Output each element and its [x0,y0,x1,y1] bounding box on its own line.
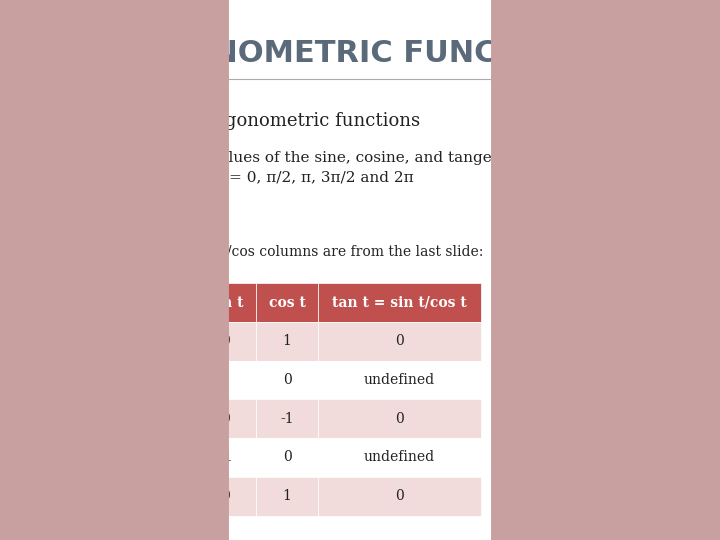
FancyBboxPatch shape [318,361,481,400]
Text: π/2: π/2 [153,373,176,387]
FancyBboxPatch shape [318,438,481,477]
FancyBboxPatch shape [134,284,195,322]
Ellipse shape [598,474,649,523]
Text: 0: 0 [222,412,230,426]
Text: undefined: undefined [364,373,435,387]
Text: -1: -1 [280,412,294,426]
Text: 0: 0 [395,412,404,426]
Text: tan function: tan function [94,208,206,226]
FancyBboxPatch shape [195,400,256,438]
Text: cos t: cos t [269,296,305,310]
Text: Find the exact values of the sine, cosine, and tangent
functions when t = 0, π/2: Find the exact values of the sine, cosin… [94,151,508,184]
FancyBboxPatch shape [256,438,318,477]
Text: 0: 0 [395,489,404,503]
FancyBboxPatch shape [256,322,318,361]
FancyBboxPatch shape [134,438,195,477]
Text: 0: 0 [395,334,404,348]
Text: 3π/2: 3π/2 [149,450,180,464]
FancyBboxPatch shape [195,438,256,477]
Text: 1: 1 [282,489,292,503]
FancyBboxPatch shape [318,322,481,361]
Text: Exact values of trigonometric functions: Exact values of trigonometric functions [59,112,420,130]
FancyBboxPatch shape [195,477,256,516]
Text: 0: 0 [161,334,169,348]
Text: π: π [160,412,169,426]
FancyBboxPatch shape [318,284,481,322]
Text: undefined: undefined [364,450,435,464]
Text: ↳: ↳ [69,208,84,226]
FancyBboxPatch shape [256,477,318,516]
FancyBboxPatch shape [256,400,318,438]
FancyBboxPatch shape [318,477,481,516]
FancyBboxPatch shape [134,477,195,516]
FancyBboxPatch shape [256,284,318,322]
Text: ●: ● [35,112,46,125]
Text: sin t: sin t [209,296,243,310]
Text: 0: 0 [222,489,230,503]
Text: tan t = sin t/cos t: tan t = sin t/cos t [332,296,467,310]
Text: -1: -1 [219,450,233,464]
FancyBboxPatch shape [256,361,318,400]
Text: The first sin/cos columns are from the last slide:: The first sin/cos columns are from the l… [142,245,484,259]
Text: 1: 1 [282,334,292,348]
FancyBboxPatch shape [134,322,195,361]
Text: 0: 0 [222,334,230,348]
Text: 0: 0 [283,450,292,464]
Text: 2π: 2π [156,489,174,503]
Text: ↳: ↳ [69,151,84,168]
Text: 0: 0 [283,373,292,387]
FancyBboxPatch shape [134,361,195,400]
FancyBboxPatch shape [195,284,256,322]
Text: 1: 1 [221,373,230,387]
FancyBboxPatch shape [195,361,256,400]
Text: 6.4: TRIGONOMETRIC FUNCTIONS: 6.4: TRIGONOMETRIC FUNCTIONS [29,39,601,68]
FancyBboxPatch shape [134,400,195,438]
Text: ◦: ◦ [120,245,128,259]
FancyBboxPatch shape [195,322,256,361]
FancyBboxPatch shape [318,400,481,438]
Text: t: t [161,296,168,310]
